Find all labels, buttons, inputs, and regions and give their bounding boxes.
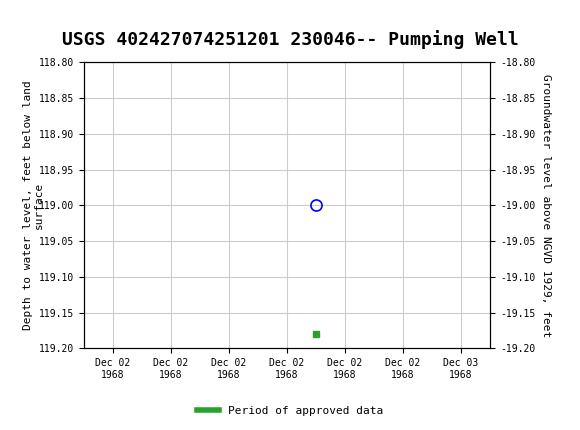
Y-axis label: Groundwater level above NGVD 1929, feet: Groundwater level above NGVD 1929, feet: [541, 74, 551, 337]
Text: USGS 402427074251201 230046-- Pumping Well: USGS 402427074251201 230046-- Pumping We…: [61, 30, 519, 49]
Y-axis label: Depth to water level, feet below land
surface: Depth to water level, feet below land su…: [23, 80, 45, 330]
Legend: Period of approved data: Period of approved data: [193, 401, 387, 420]
Text: ▒USGS: ▒USGS: [14, 15, 89, 34]
